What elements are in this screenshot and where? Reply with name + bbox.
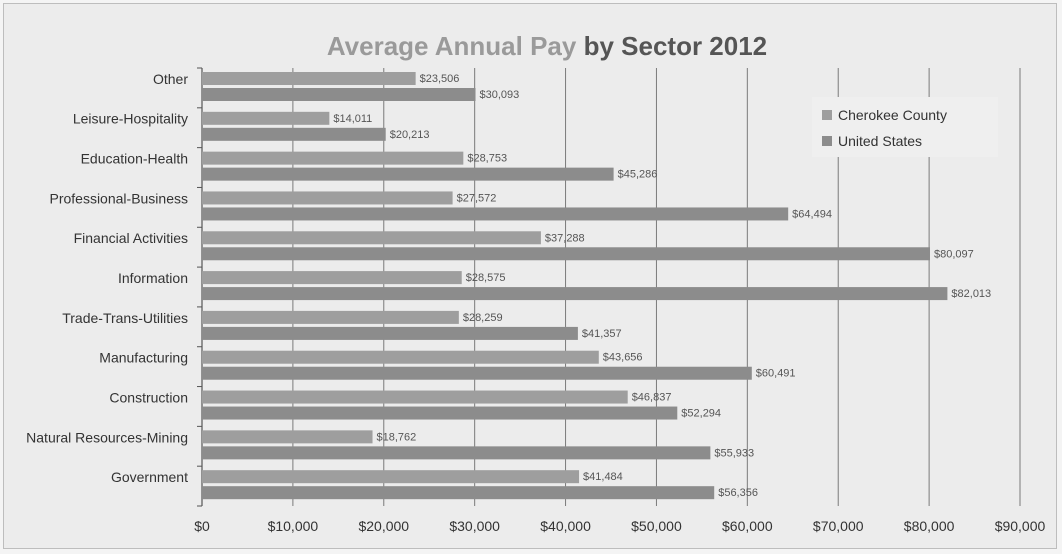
data-labels: $23,506 $30,093 $14,011 $20,213 $28,753 $45,2… (333, 73, 991, 499)
data-label: $52,294 (681, 408, 721, 420)
data-label: $55,933 (714, 447, 754, 459)
data-label: $18,762 (377, 431, 417, 443)
x-tick-label: $30,000 (449, 518, 500, 534)
data-label: $20,213 (390, 129, 430, 141)
data-label: $28,259 (463, 312, 503, 324)
legend-swatch-cherokee-county (822, 110, 832, 120)
category-label: Other (153, 71, 188, 87)
x-axis-tick-labels: $0 $10,000 $20,000 $30,000 $40,000 $50,000 $60… (194, 518, 1045, 534)
data-label: $64,494 (792, 208, 832, 220)
bar-united-states (202, 287, 948, 301)
x-tick-label: $70,000 (813, 518, 864, 534)
data-label: $43,656 (603, 352, 643, 364)
legend-label-united-states: United States (838, 133, 922, 149)
bar-cherokee-county (202, 390, 628, 404)
x-tick-label: $0 (194, 518, 210, 534)
category-label: Leisure-Hospitality (73, 111, 188, 127)
bar-cherokee-county (202, 191, 453, 205)
bar-cherokee-county (202, 470, 580, 484)
bar-cherokee-county (202, 72, 416, 85)
bar-united-states (202, 127, 386, 141)
data-label: $28,575 (466, 272, 506, 284)
bar-cherokee-county (202, 151, 464, 165)
category-label: Government (111, 469, 188, 485)
bar-united-states (202, 247, 930, 261)
bars (202, 72, 948, 500)
chart-title-part-2: by Sector 2012 (584, 31, 768, 61)
bar-cherokee-county (202, 271, 462, 285)
bar-united-states (202, 207, 789, 221)
bar-united-states (202, 486, 715, 500)
data-label: $46,837 (632, 392, 672, 404)
data-label: $23,506 (420, 73, 460, 85)
bar-united-states (202, 88, 476, 101)
bar-united-states (202, 446, 711, 460)
bar-united-states (202, 406, 678, 420)
data-label: $82,013 (951, 288, 991, 300)
category-label: Natural Resources-Mining (26, 429, 188, 445)
x-tick-label: $20,000 (358, 518, 409, 534)
data-label: $28,753 (467, 153, 507, 165)
x-tick-label: $90,000 (995, 518, 1046, 534)
legend-box (812, 97, 998, 157)
legend-swatch-united-states (822, 136, 832, 146)
legend-label-cherokee-county: Cherokee County (838, 107, 947, 123)
x-tick-label: $50,000 (631, 518, 682, 534)
data-label: $30,093 (480, 89, 520, 101)
bar-united-states (202, 167, 614, 181)
category-label: Manufacturing (99, 350, 188, 366)
x-tick-label: $10,000 (268, 518, 319, 534)
category-labels: Other Leisure-Hospitality Education-Health… (26, 71, 188, 485)
data-label: $45,286 (618, 169, 658, 181)
data-label: $56,356 (718, 487, 758, 499)
bar-cherokee-county (202, 111, 330, 125)
bar-united-states (202, 326, 578, 340)
bar-cherokee-county (202, 231, 541, 245)
data-label: $60,491 (756, 368, 796, 380)
x-tick-label: $60,000 (722, 518, 773, 534)
bar-united-states (202, 366, 752, 380)
x-tick-label: $80,000 (904, 518, 955, 534)
legend: Cherokee County United States (812, 97, 998, 157)
data-label: $41,357 (582, 328, 622, 340)
category-label: Trade-Trans-Utilities (62, 310, 188, 326)
category-label: Construction (109, 389, 188, 405)
data-label: $37,288 (545, 232, 585, 244)
x-tick-label: $40,000 (540, 518, 591, 534)
bar-cherokee-county (202, 350, 599, 364)
chart-title: Average Annual Pay by Sector 2012 (327, 31, 767, 61)
bar-cherokee-county (202, 430, 373, 444)
category-label: Financial Activities (74, 230, 188, 246)
bar-cherokee-county (202, 310, 459, 324)
category-label: Information (118, 270, 188, 286)
category-label: Professional-Business (49, 190, 188, 206)
data-label: $41,484 (583, 471, 623, 483)
chart-title-part-1: Average Annual Pay (327, 31, 584, 61)
category-label: Education-Health (81, 151, 188, 167)
data-label: $27,572 (457, 192, 497, 204)
data-label: $14,011 (333, 113, 372, 125)
data-label: $80,097 (934, 248, 974, 260)
